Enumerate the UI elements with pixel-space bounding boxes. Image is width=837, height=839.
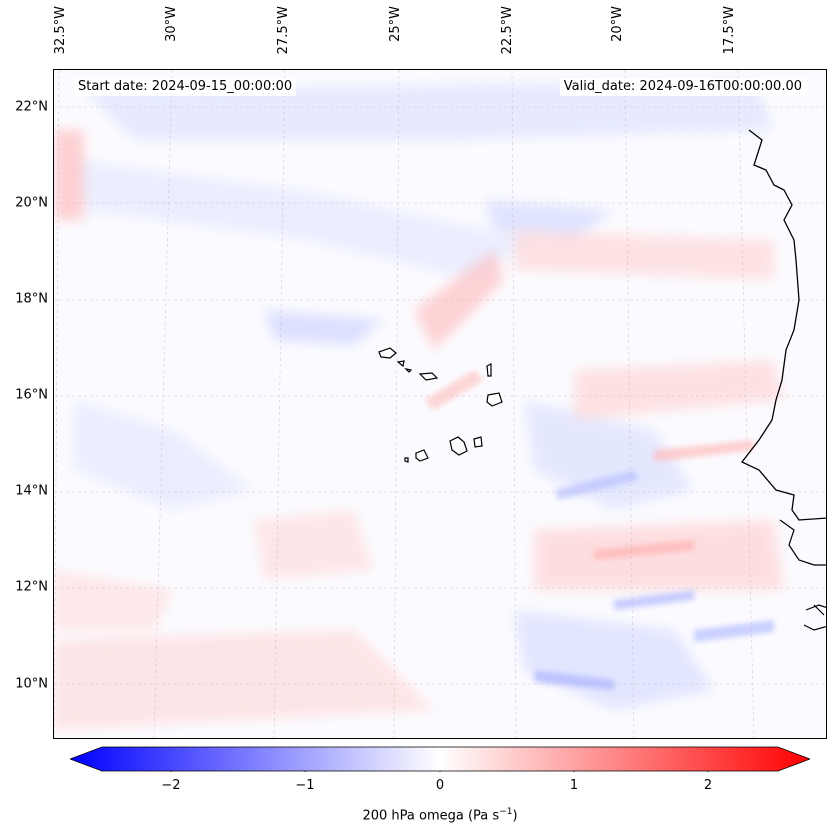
colorbar xyxy=(68,746,812,775)
lon-label-22-5w: 22.5°W xyxy=(500,6,515,55)
lat-label-16n: 16°N xyxy=(15,387,48,403)
colorbar-gradient xyxy=(68,746,812,775)
cape-verde-islands xyxy=(378,347,503,463)
lat-label-18n: 18°N xyxy=(15,291,48,307)
omega-positive-regions xyxy=(54,130,784,730)
colorbar-label-text: 200 hPa omega (Pa s xyxy=(362,808,500,824)
lon-label-27-5w: 27.5°W xyxy=(276,6,291,55)
valid-date-label: Valid_date: 2024-09-16T00:00:00.00 xyxy=(559,78,806,96)
lon-label-32-5w: 32.5°W xyxy=(53,6,68,55)
omega-streaks xyxy=(424,370,774,690)
start-date-label: Start date: 2024-09-15_00:00:00 xyxy=(74,78,297,96)
colorbar-label: 200 hPa omega (Pa s−1) xyxy=(0,807,837,823)
colorbar-tick: −2 xyxy=(161,778,181,793)
africa-coastline xyxy=(740,129,826,521)
colorbar-ticks: −2 −1 0 1 2 xyxy=(0,778,837,798)
colorbar-tick: 0 xyxy=(435,778,445,793)
lon-label-17-5w: 17.5°W xyxy=(722,6,737,55)
lat-label-20n: 20°N xyxy=(15,195,48,211)
guinea-bissau-coastline xyxy=(803,604,826,631)
colorbar-tick: 2 xyxy=(703,778,713,793)
colorbar-label-end: ) xyxy=(512,808,518,824)
colorbar-tick: 1 xyxy=(569,778,579,793)
lon-label-30w: 30°W xyxy=(164,6,179,42)
lat-label-22n: 22°N xyxy=(15,99,48,115)
lon-label-20w: 20°W xyxy=(610,6,625,42)
lat-label-12n: 12°N xyxy=(15,579,48,595)
gambia-coastline xyxy=(779,519,826,566)
colorbar-tick: −1 xyxy=(295,778,315,793)
graticule xyxy=(54,70,826,738)
omega-field-map xyxy=(54,70,826,738)
lon-label-25w: 25°W xyxy=(388,6,403,42)
lat-label-14n: 14°N xyxy=(15,483,48,499)
lat-label-10n: 10°N xyxy=(15,676,48,692)
colorbar-label-exponent: −1 xyxy=(499,807,513,817)
map-panel[interactable]: Start date: 2024-09-15_00:00:00 Valid_da… xyxy=(53,69,827,739)
